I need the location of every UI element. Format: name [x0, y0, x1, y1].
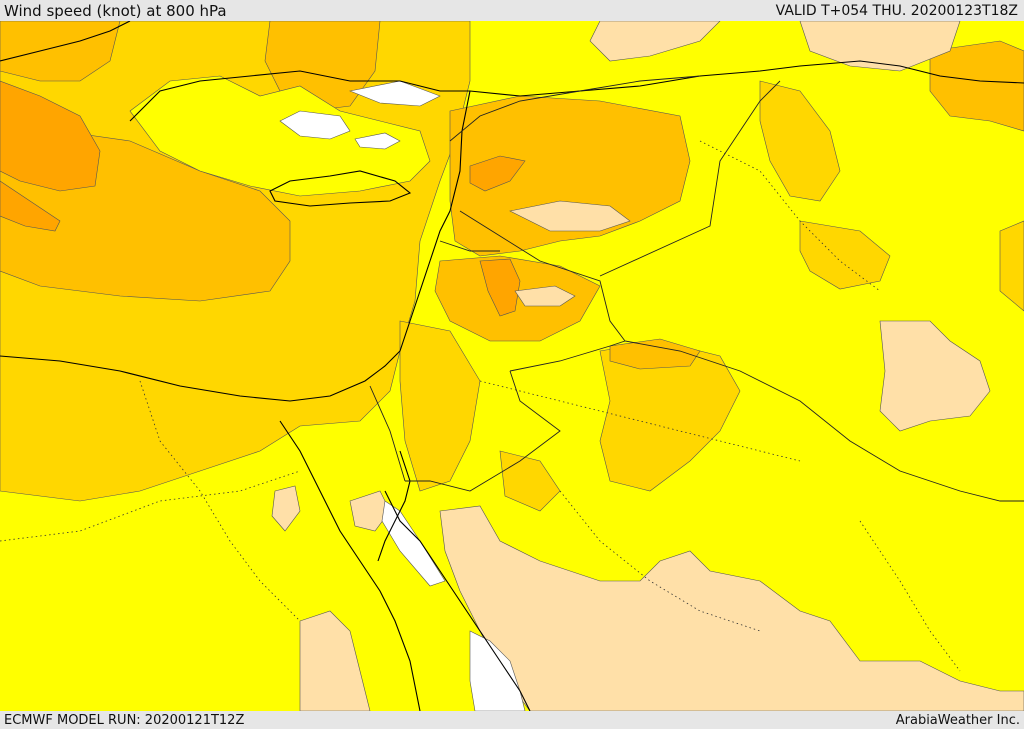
- calm-area-north: [348, 80, 441, 107]
- fresh-wind-area-sinai: [399, 320, 481, 492]
- light-wind-area-jordan: [514, 285, 576, 307]
- stronger-wind-area-levant: [469, 155, 526, 192]
- moderate-wind-area-cyprus: [129, 75, 431, 197]
- fresh-wind-area-iraq: [759, 80, 841, 202]
- strong-wind-area-north-east-corner: [929, 40, 1024, 132]
- credit: ArabiaWeather Inc.: [895, 713, 1020, 728]
- province-boundaries: [0, 140, 961, 672]
- coastlines: [0, 21, 1024, 711]
- country-borders: [369, 75, 1024, 502]
- calm-area-east-cyprus: [354, 132, 401, 150]
- calm-area-red-sea-north: [381, 500, 446, 587]
- map-footer: ECMWF MODEL RUN: 20200121T12Z ArabiaWeat…: [0, 711, 1024, 729]
- stronger-wind-area-west: [0, 180, 61, 232]
- model-run: ECMWF MODEL RUN: 20200121T12Z: [4, 713, 245, 728]
- valid-time: VALID T+054 THU. 20200123T18Z: [775, 3, 1018, 19]
- strong-wind-area-levant: [449, 95, 691, 257]
- light-wind-area-syria: [509, 200, 631, 232]
- light-wind-area-north-east: [799, 21, 961, 72]
- light-wind-area-egypt-west: [299, 610, 371, 711]
- calm-area-red-sea-south: [469, 630, 526, 711]
- fresh-wind-area-iran: [799, 220, 891, 290]
- strong-wind-area-jordan: [434, 255, 601, 342]
- strong-wind-area-saudi: [609, 338, 701, 370]
- stronger-wind-area-north: [0, 80, 101, 192]
- stronger-wind-area-jordan: [479, 258, 521, 317]
- map-title: Wind speed (knot) at 800 hPa: [4, 2, 227, 20]
- calm-area-cyprus: [279, 110, 351, 140]
- strong-wind-area-north: [0, 21, 121, 82]
- map-header: Wind speed (knot) at 800 hPa VALID T+054…: [0, 0, 1024, 21]
- fresh-wind-area-north-saudi: [499, 450, 561, 512]
- light-wind-area-iran: [879, 320, 991, 432]
- light-wind-area-turkey: [589, 21, 721, 62]
- wind-speed-map: [0, 21, 1024, 711]
- fresh-wind-area-east-corner: [999, 220, 1024, 312]
- light-wind-area-egypt-coast: [271, 485, 301, 532]
